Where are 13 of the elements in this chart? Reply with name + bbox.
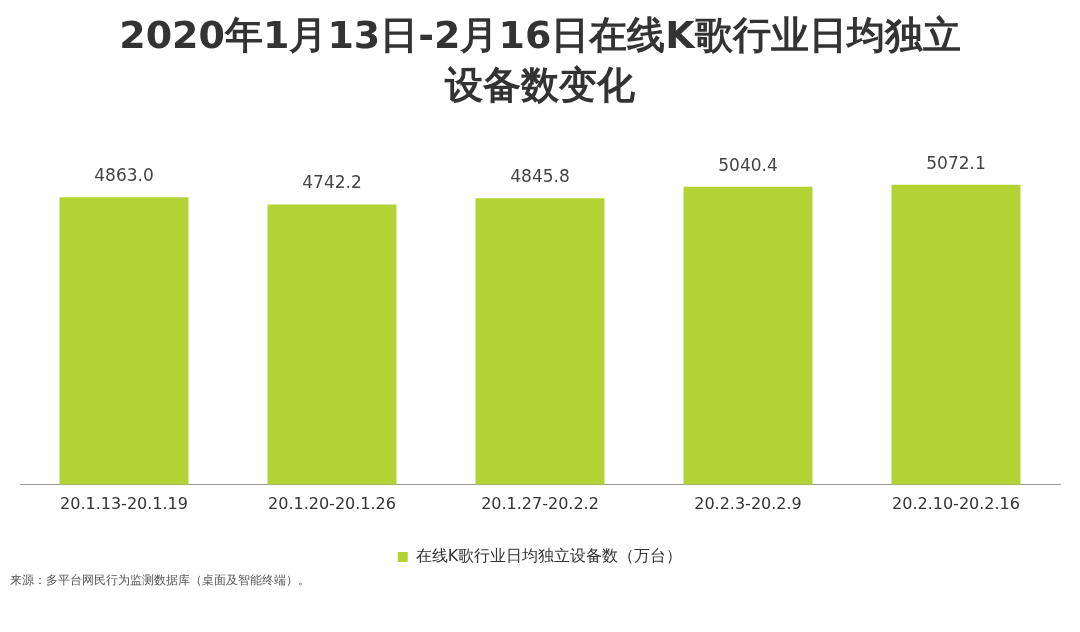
x-tick-label: 20.1.13-20.1.19 [60, 493, 188, 513]
data-label: 5072.1 [926, 152, 986, 173]
x-tick-label: 20.2.10-20.2.16 [892, 493, 1020, 513]
data-label: 4863.0 [94, 165, 154, 186]
chart-title: 2020年1月13日-2月16日在线K歌行业日均独立设备数变化 [118, 12, 962, 109]
x-tick-label: 20.2.3-20.2.9 [694, 493, 802, 513]
legend-label: 在线K歌行业日均独立设备数（万台） [415, 546, 683, 566]
source-note: 来源：多平台网民行为监测数据库（桌面及智能终端）。 [10, 572, 310, 589]
x-tick-label: 20.1.27-20.2.2 [481, 493, 599, 513]
data-label: 4742.2 [302, 172, 362, 193]
x-tick-label: 20.1.20-20.1.26 [268, 493, 396, 513]
data-label: 5040.4 [718, 154, 778, 175]
data-label: 4845.8 [510, 166, 570, 187]
